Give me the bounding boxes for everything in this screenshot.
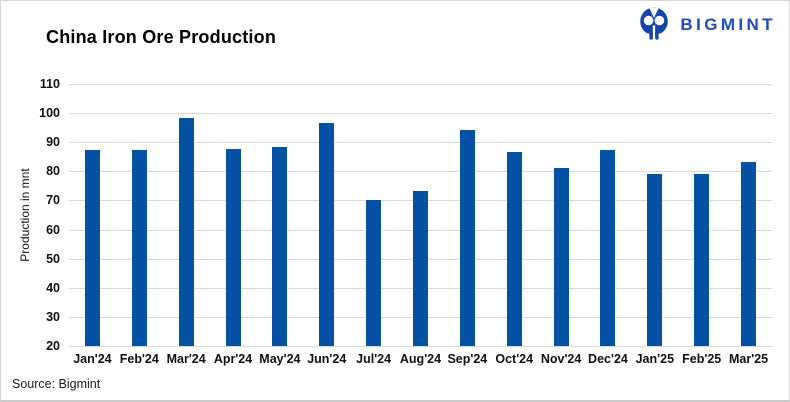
x-tick-label: Mar'25 (729, 352, 769, 366)
bar-column (631, 84, 678, 346)
y-tick-label: 50 (46, 251, 60, 266)
bar-jun-24 (319, 123, 335, 346)
bar-mar-24 (178, 118, 194, 346)
x-tick-label: Aug'24 (399, 352, 442, 366)
x-tick-label: Jul'24 (356, 352, 392, 366)
y-tick-label: 40 (46, 280, 60, 295)
bigmint-logo-text: BIGMINT (680, 14, 776, 34)
bar-feb-25 (694, 173, 710, 346)
bar-column (163, 84, 210, 346)
bigmint-logo: BIGMINT (638, 6, 776, 43)
bigmint-logo-icon (639, 7, 670, 43)
y-tick-label: 80 (46, 164, 60, 179)
bar-column (725, 84, 772, 346)
x-tick-label: Jan'24 (73, 352, 112, 366)
bar-column (69, 84, 116, 346)
x-tick-label: May'24 (259, 352, 301, 366)
y-tick-label: 70 (46, 193, 60, 208)
bar-column (491, 84, 538, 346)
x-tick-label: Jan'25 (635, 352, 675, 366)
x-tick-label: Feb'25 (682, 352, 722, 366)
bar-column (678, 84, 725, 346)
bar-column (303, 84, 350, 346)
gridline (69, 84, 772, 85)
bar-column (116, 84, 163, 346)
gridline (69, 346, 772, 347)
bar-nov-24 (553, 167, 569, 346)
bar-mar-25 (741, 161, 757, 346)
bar-oct-24 (506, 152, 522, 346)
bar-column (585, 84, 632, 346)
bar-column (397, 84, 444, 346)
bar-sep-24 (459, 130, 475, 346)
y-tick-label: 100 (39, 106, 60, 121)
bar-feb-24 (131, 149, 147, 346)
gridline (69, 171, 772, 173)
x-tick-label: Apr'24 (213, 352, 253, 366)
x-tick-label: Dec'24 (588, 352, 628, 366)
source-note: Source: Bigmint (12, 377, 101, 391)
bar-aug-24 (412, 190, 428, 346)
x-axis-tick-labels: Jan'24 Feb'24 Mar'24 Apr'24 May'24 Jun'24 Jul'… (69, 352, 772, 368)
gridline (69, 142, 772, 144)
chart-title: China Iron Ore Production (46, 27, 277, 47)
y-axis-tick-labels: 110 100 90 80 70 60 50 40 30 20 (1, 77, 60, 353)
bar-jan-25 (647, 173, 663, 346)
bar-column (350, 84, 397, 346)
bar-apr-24 (225, 149, 241, 346)
bar-jan-24 (84, 149, 100, 346)
bar-column (210, 84, 257, 346)
x-tick-label: Nov'24 (540, 352, 582, 366)
x-tick-label: Jun'24 (307, 352, 347, 366)
bar-column (444, 84, 491, 346)
bar-dec-24 (600, 150, 616, 346)
y-tick-label: 60 (46, 222, 60, 237)
plot-area (69, 84, 772, 347)
x-tick-label: Sep'24 (447, 352, 488, 366)
x-tick-label: Mar'24 (166, 352, 206, 366)
bar-jul-24 (366, 200, 382, 346)
x-tick-label: Feb'24 (119, 352, 159, 366)
bar-column (538, 84, 585, 346)
x-tick-label: Oct'24 (495, 352, 534, 366)
y-tick-label: 90 (46, 135, 60, 150)
gridline (69, 113, 772, 115)
y-tick-label: 20 (46, 339, 60, 353)
y-tick-label: 30 (46, 309, 60, 324)
bar-column (256, 84, 303, 346)
bar-may-24 (272, 147, 288, 346)
y-tick-label: 110 (39, 77, 60, 91)
